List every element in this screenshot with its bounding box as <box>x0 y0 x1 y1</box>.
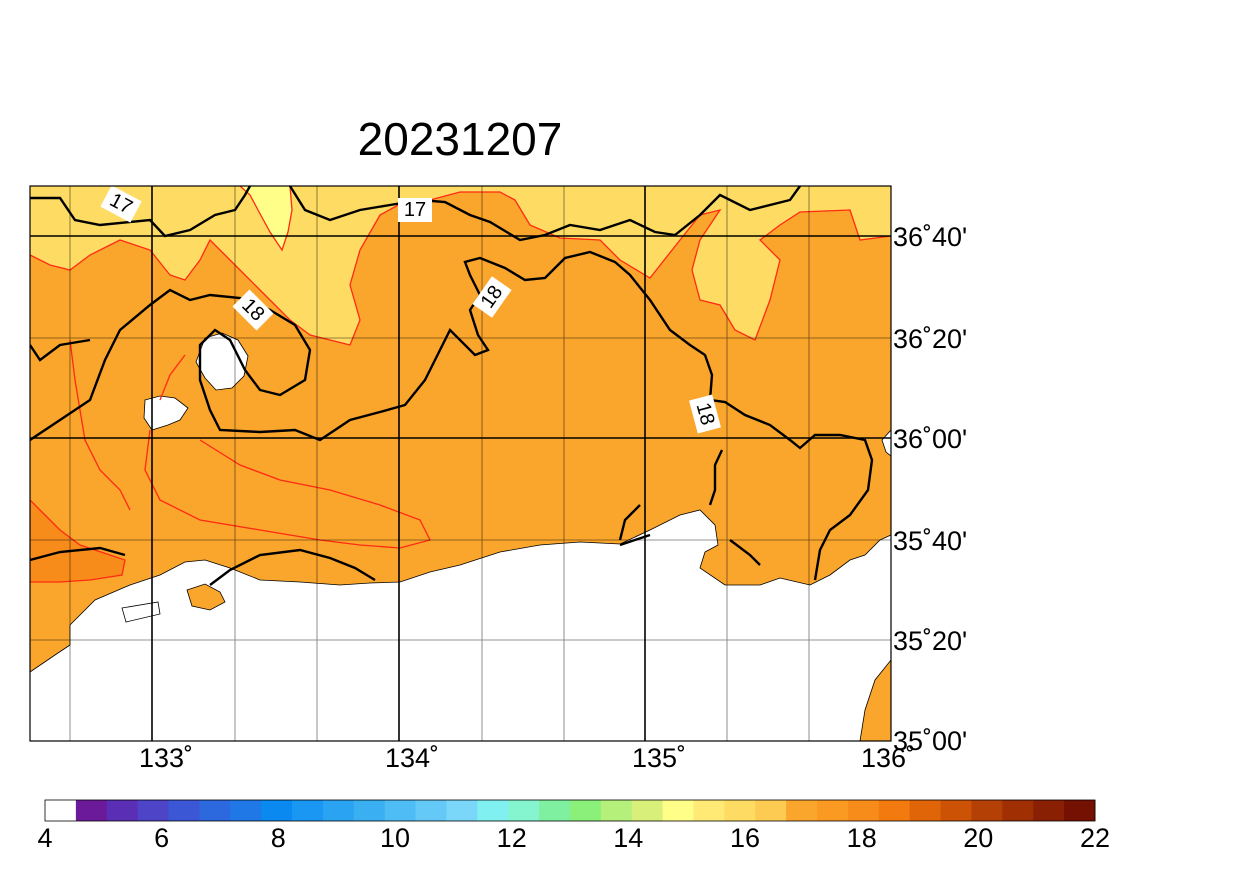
map-title: 20231207 <box>357 113 563 165</box>
lat-tick-label: 35˚20' <box>893 626 967 656</box>
lat-tick-label: 35˚00' <box>893 726 967 756</box>
colorbar-swatch <box>261 800 293 821</box>
colorbar-swatch <box>909 800 941 821</box>
colorbar-tick-label: 6 <box>154 823 169 853</box>
colorbar-swatch <box>1033 800 1065 821</box>
lat-tick-label: 36˚40' <box>893 222 967 252</box>
colorbar-swatch <box>878 800 911 821</box>
colorbar-frame <box>44 799 1096 822</box>
land-small-island <box>186 583 226 611</box>
sst-zone-19 <box>30 500 125 582</box>
colorbar-tick-label: 22 <box>1080 823 1110 853</box>
lon-tick-label: 135˚ <box>632 743 686 773</box>
colorbar-tick-label: 18 <box>847 823 877 853</box>
map-frame <box>29 185 892 742</box>
colorbar-swatch <box>45 800 77 821</box>
colorbar-swatch <box>292 800 324 821</box>
colorbar-swatch <box>137 800 169 821</box>
colorbar-swatch <box>539 800 571 821</box>
colorbar-tick-label: 4 <box>37 823 52 853</box>
colorbar-swatch <box>1064 800 1096 821</box>
colorbar-swatch <box>600 800 633 821</box>
colorbar-swatch <box>353 800 386 821</box>
land-east <box>881 429 891 457</box>
colorbar-swatch <box>817 800 849 821</box>
minor-contours <box>30 186 891 583</box>
colorbar-tick-label: 16 <box>730 823 760 853</box>
sst-field <box>30 186 891 741</box>
colorbar-swatch <box>199 800 231 821</box>
colorbar-tick-label: 8 <box>271 823 286 853</box>
colorbar-swatch <box>106 800 139 821</box>
colorbar-swatch <box>168 800 200 821</box>
colorbar-swatch <box>847 800 880 821</box>
colorbar-swatch <box>1002 800 1034 821</box>
colorbar-swatch <box>755 800 787 821</box>
colorbar-swatch <box>415 800 447 821</box>
colorbar-swatch <box>384 800 416 821</box>
colorbar-swatch <box>662 800 694 821</box>
colorbar-swatch <box>693 800 725 821</box>
colorbar-swatch <box>230 800 262 821</box>
sst-zone-16 <box>240 186 292 250</box>
colorbar-swatch <box>477 800 509 821</box>
lat-tick-label: 36˚20' <box>893 324 967 354</box>
lon-tick-label: 134˚ <box>385 743 439 773</box>
colorbar-swatch <box>724 800 756 821</box>
map-grid-major <box>30 186 891 741</box>
colorbar-swatch <box>446 800 478 821</box>
colorbar-tick-label: 14 <box>613 823 643 853</box>
contour-label: 17 <box>398 198 432 222</box>
lat-tick-label: 36˚00' <box>893 424 967 454</box>
colorbar-swatch <box>322 800 355 821</box>
colorbar-swatch <box>75 800 108 821</box>
sst-zone-17 <box>30 186 891 345</box>
lon-tick-label: 136˚ <box>861 743 915 773</box>
colorbar-tick-label: 20 <box>963 823 993 853</box>
colorbar-swatch <box>786 800 818 821</box>
contour-label-text: 17 <box>404 199 426 221</box>
lon-tick-label: 133˚ <box>139 743 193 773</box>
colorbar-tick-label: 10 <box>380 823 410 853</box>
colorbar-swatch <box>508 800 540 821</box>
colorbar <box>44 799 1096 822</box>
lat-tick-label: 35˚40' <box>893 526 967 556</box>
land-dozen-islands <box>143 395 189 431</box>
land-small-island <box>121 601 161 623</box>
colorbar-tick-label: 12 <box>497 823 527 853</box>
colorbar-swatch <box>570 800 602 821</box>
colorbar-swatch <box>940 800 972 821</box>
colorbar-labels: 4 6 8 10 12 14 16 18 20 22 <box>37 823 1110 853</box>
colorbar-swatch <box>631 800 664 821</box>
colorbar-swatch <box>971 800 1003 821</box>
contour-label: 18 <box>689 394 721 434</box>
